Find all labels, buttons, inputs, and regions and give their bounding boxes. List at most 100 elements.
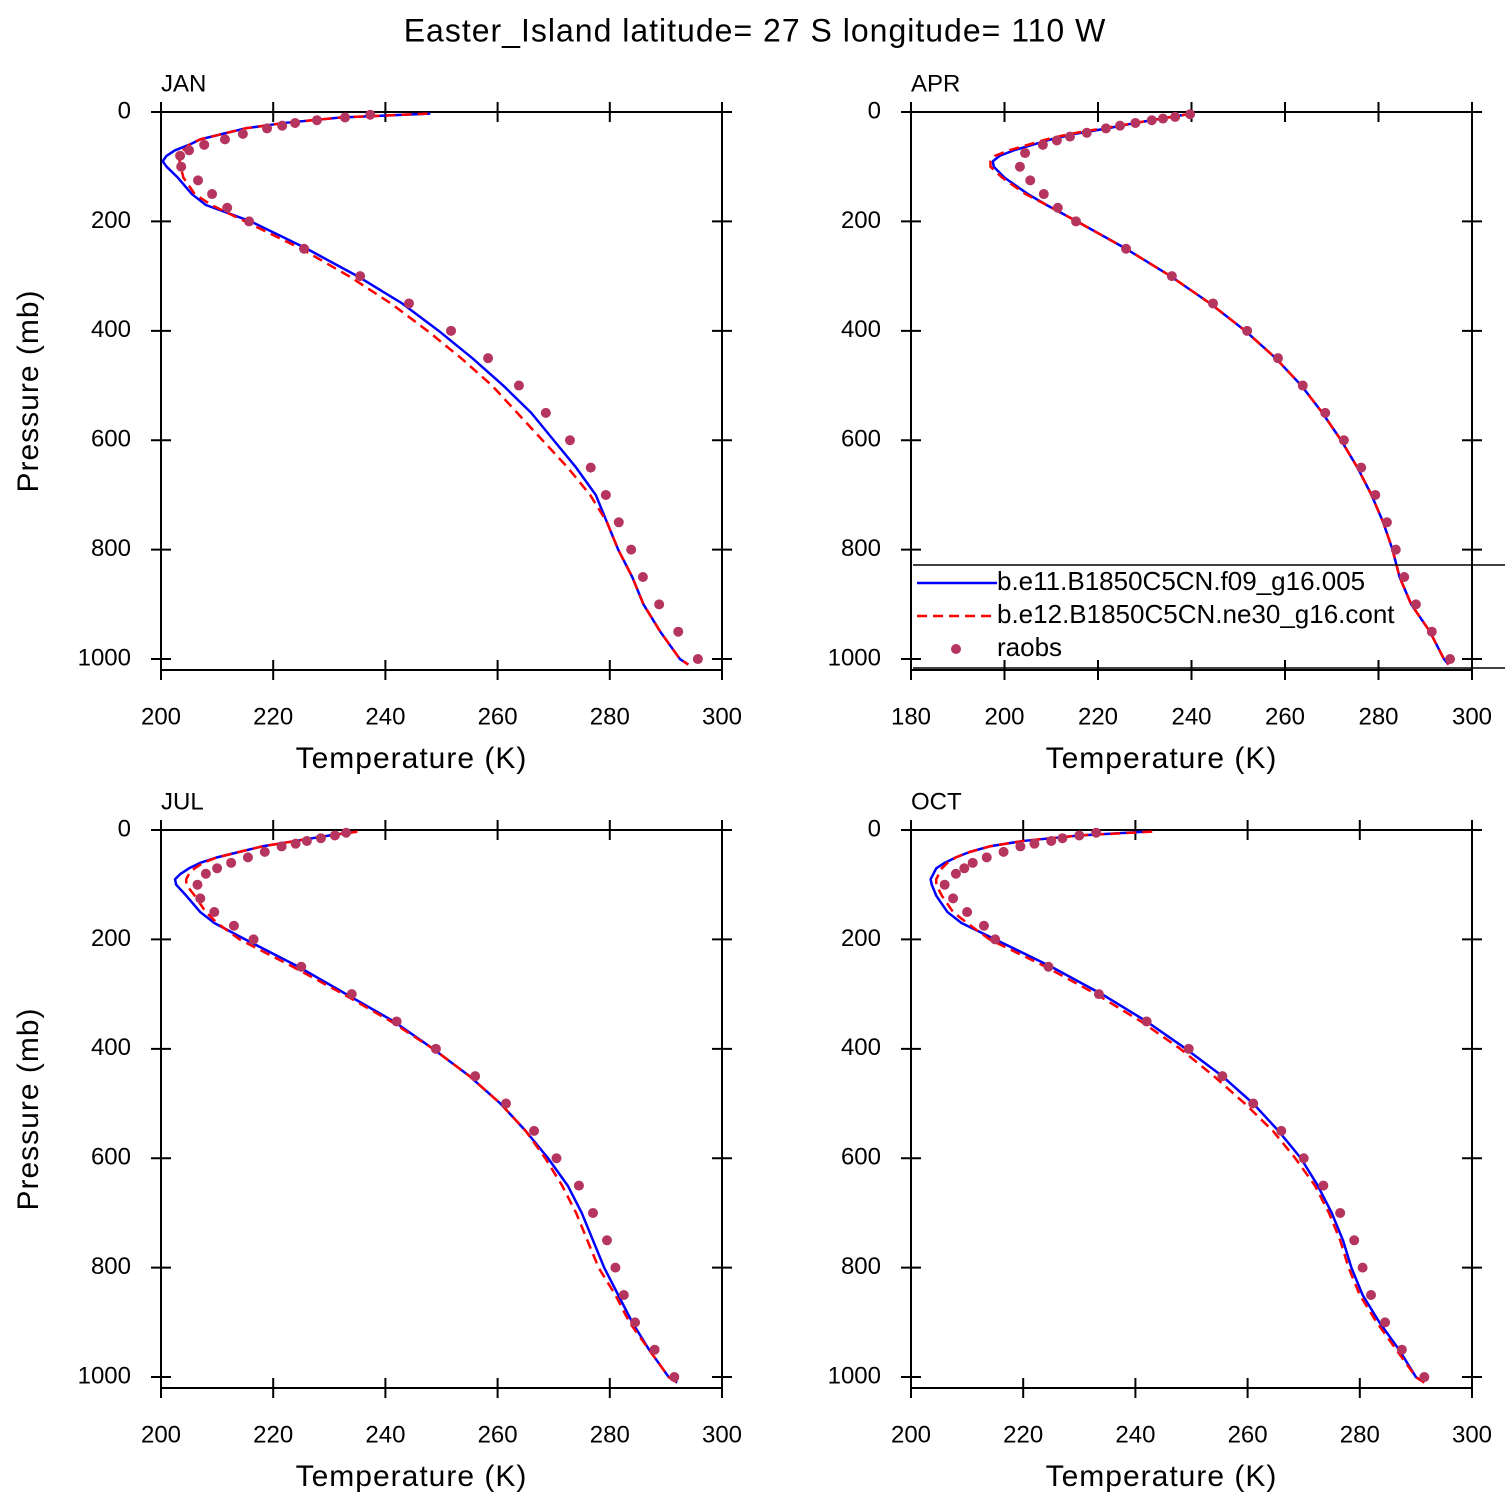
obs-point	[600, 489, 611, 500]
obs-point	[391, 1016, 402, 1027]
y-tick-label: 1000	[78, 644, 131, 671]
obs-point	[207, 189, 218, 200]
obs-point	[228, 920, 239, 931]
x-tick-label: 300	[702, 703, 742, 730]
obs-point	[299, 243, 310, 254]
obs-point	[998, 846, 1009, 857]
obs-point	[1357, 1262, 1368, 1273]
figure-title: Easter_Island latitude= 27 S longitude= …	[404, 12, 1107, 48]
x-axis-label: Temperature (K)	[1046, 1460, 1278, 1493]
obs-point	[242, 852, 253, 863]
obs-point	[290, 838, 301, 849]
x-tick-label: 200	[141, 1421, 181, 1448]
obs-point	[1410, 599, 1421, 610]
obs-point	[673, 626, 684, 637]
obs-point	[981, 852, 992, 863]
x-tick-label: 280	[590, 703, 630, 730]
obs-point	[341, 827, 352, 838]
obs-point	[1370, 489, 1381, 500]
obs-point	[1419, 1372, 1430, 1383]
x-tick-label: 240	[1171, 703, 1211, 730]
obs-point	[1081, 127, 1092, 138]
obs-point	[513, 380, 524, 391]
obs-point	[1091, 827, 1102, 838]
panel-title: JUL	[161, 788, 204, 815]
x-tick-label: 220	[253, 703, 293, 730]
obs-point	[585, 462, 596, 473]
obs-point	[1038, 189, 1049, 200]
obs-point	[226, 857, 237, 868]
obs-point	[1349, 1235, 1360, 1246]
obs-point	[692, 654, 703, 665]
y-tick-label: 600	[841, 1144, 881, 1171]
obs-point	[346, 989, 357, 1000]
obs-point	[1217, 1071, 1228, 1082]
x-tick-label: 260	[1265, 703, 1305, 730]
x-axis-label: Temperature (K)	[296, 742, 528, 775]
obs-point	[1380, 1317, 1391, 1328]
y-tick-label: 0	[868, 815, 881, 842]
x-tick-label: 240	[365, 703, 405, 730]
obs-point	[192, 879, 203, 890]
obs-point	[276, 841, 287, 852]
profile-line	[929, 830, 1425, 1384]
x-tick-label: 280	[590, 1421, 630, 1448]
obs-point	[176, 161, 187, 172]
obs-point	[1356, 462, 1367, 473]
profile-line	[934, 830, 1425, 1384]
y-tick-label: 600	[841, 426, 881, 453]
obs-point	[1320, 407, 1331, 418]
obs-point	[540, 407, 551, 418]
y-tick-label: 0	[118, 815, 131, 842]
obs-point	[222, 202, 233, 213]
x-axis-label: Temperature (K)	[1046, 742, 1278, 775]
x-tick-label: 260	[478, 703, 518, 730]
obs-point	[587, 1207, 598, 1218]
obs-point	[1166, 271, 1177, 282]
obs-point	[403, 298, 414, 309]
obs-point	[1338, 435, 1349, 446]
obs-point	[1272, 353, 1283, 364]
obs-point	[365, 109, 376, 120]
obs-point	[1051, 135, 1062, 146]
panel-title: OCT	[911, 788, 962, 815]
obs-point	[1146, 115, 1157, 126]
obs-point	[1183, 1043, 1194, 1054]
obs-point	[601, 1235, 612, 1246]
panel: JAN 200 220 240 260 280 300 0 200 400 600 800 1000 Te…	[12, 70, 742, 775]
y-tick-label: 0	[868, 97, 881, 124]
obs-point	[237, 128, 248, 139]
obs-point	[1242, 325, 1253, 336]
y-tick-label: 400	[91, 1034, 131, 1061]
x-tick-label: 200	[891, 1421, 931, 1448]
obs-point	[355, 271, 366, 282]
obs-point	[296, 961, 307, 972]
y-tick-label: 1000	[78, 1362, 131, 1389]
obs-point	[1298, 1153, 1309, 1164]
obs-point	[654, 599, 665, 610]
obs-point	[1208, 298, 1219, 309]
obs-point	[529, 1125, 540, 1136]
obs-point	[1399, 572, 1410, 582]
obs-point	[618, 1290, 629, 1300]
y-tick-label: 600	[91, 426, 131, 453]
obs-point	[1185, 109, 1196, 120]
obs-point	[1141, 1016, 1152, 1027]
obs-point	[950, 868, 961, 879]
x-tick-label: 300	[702, 1421, 742, 1448]
obs-point	[301, 835, 312, 846]
obs-point	[962, 907, 973, 918]
obs-point	[1014, 161, 1025, 172]
obs-point	[1276, 1125, 1287, 1136]
obs-point	[329, 830, 340, 841]
obs-point	[200, 868, 211, 879]
y-tick-label: 800	[841, 1253, 881, 1280]
obs-point	[573, 1180, 584, 1191]
legend-symbol	[951, 644, 961, 654]
obs-point	[626, 544, 637, 555]
obs-point	[1318, 1180, 1329, 1191]
obs-point	[1037, 139, 1048, 150]
obs-point	[613, 517, 624, 528]
plot-frame	[160, 829, 723, 1389]
